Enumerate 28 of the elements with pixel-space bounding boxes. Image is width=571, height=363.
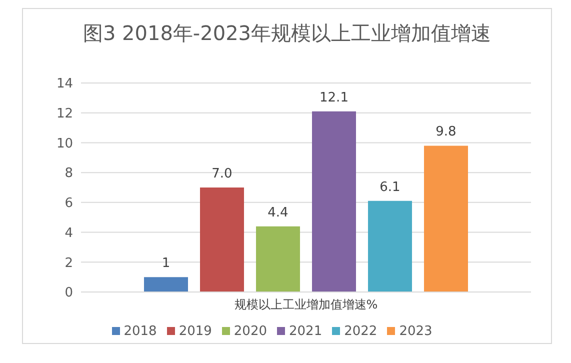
data-label: 9.8 — [436, 124, 456, 140]
y-tick-label: 14 — [56, 76, 73, 92]
x-tick-label: 规模以上工业增加值增速% — [234, 298, 378, 312]
data-label: 12.1 — [320, 90, 348, 106]
bar — [256, 226, 300, 292]
legend-label: 2020 — [234, 324, 267, 339]
legend-label: 2021 — [289, 324, 322, 339]
bar — [312, 111, 356, 292]
bar — [200, 188, 244, 292]
data-label: 4.4 — [268, 205, 288, 220]
legend-label: 2022 — [344, 324, 378, 339]
legend-label: 2023 — [399, 324, 432, 339]
bar — [144, 277, 188, 292]
y-tick-label: 8 — [64, 166, 73, 182]
y-tick-label: 4 — [64, 226, 73, 241]
legend-label: 2019 — [178, 324, 212, 339]
data-label: 6.1 — [380, 180, 400, 195]
y-tick-label: 2 — [64, 256, 73, 271]
y-tick-label: 0 — [64, 286, 73, 301]
data-label: 1 — [162, 256, 170, 272]
y-tick-label: 10 — [56, 136, 73, 152]
legend-label: 2018 — [124, 324, 157, 339]
chart-title: 图3 2018年-2023年规模以上工业增加值增速 — [82, 20, 492, 47]
bar — [368, 200, 412, 292]
y-tick-label: 6 — [64, 196, 73, 212]
bar — [424, 146, 468, 292]
data-label: 7.0 — [212, 166, 232, 182]
y-tick-label: 12 — [56, 106, 73, 122]
